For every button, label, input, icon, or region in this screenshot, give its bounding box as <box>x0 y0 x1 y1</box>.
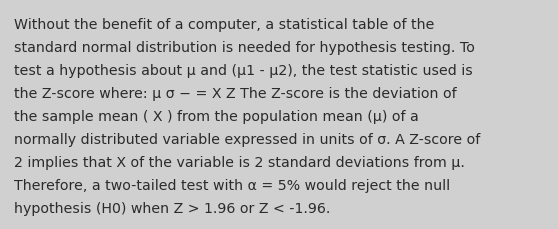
Text: normally distributed variable expressed in units of σ. A Z-score of: normally distributed variable expressed … <box>14 132 480 146</box>
Text: Therefore, a two-tailed test with α = 5% would reject the null: Therefore, a two-tailed test with α = 5%… <box>14 178 450 192</box>
Text: 2 implies that X of the variable is 2 standard deviations from μ.: 2 implies that X of the variable is 2 st… <box>14 155 465 169</box>
Text: the Z-score where: μ σ − = X Z The Z-score is the deviation of: the Z-score where: μ σ − = X Z The Z-sco… <box>14 87 456 101</box>
Text: Without the benefit of a computer, a statistical table of the: Without the benefit of a computer, a sta… <box>14 18 434 32</box>
Text: test a hypothesis about μ and (μ1 - μ2), the test statistic used is: test a hypothesis about μ and (μ1 - μ2),… <box>14 64 473 78</box>
Text: the sample mean ( X ) from the population mean (μ) of a: the sample mean ( X ) from the populatio… <box>14 109 418 123</box>
Text: hypothesis (H0) when Z > 1.96 or Z < -1.96.: hypothesis (H0) when Z > 1.96 or Z < -1.… <box>14 201 330 215</box>
Text: standard normal distribution is needed for hypothesis testing. To: standard normal distribution is needed f… <box>14 41 475 55</box>
